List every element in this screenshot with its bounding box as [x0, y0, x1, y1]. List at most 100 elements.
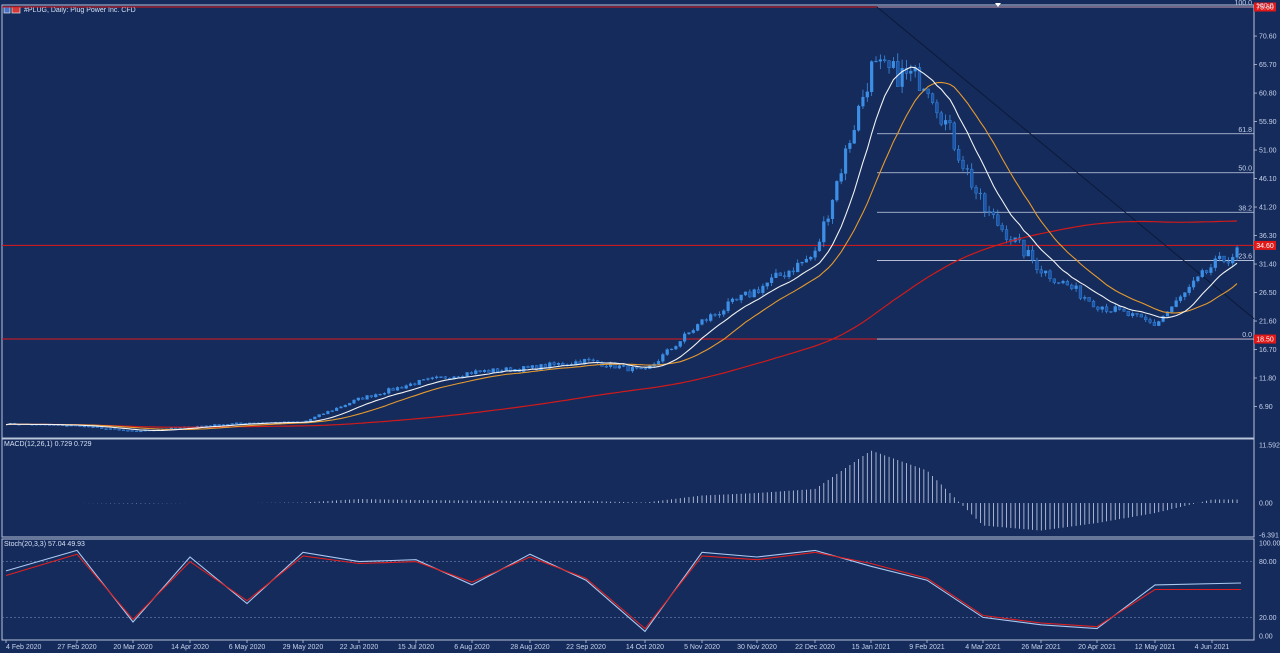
candle-up [1100, 306, 1104, 310]
candle-up [717, 314, 721, 316]
candle-down [1065, 281, 1069, 286]
candle-up [830, 199, 835, 220]
candle-up [234, 422, 239, 424]
stoch-tick-label: 80.00 [1259, 559, 1277, 566]
candle-down [369, 395, 373, 398]
candle-down [1004, 229, 1009, 240]
candle-down [917, 67, 922, 91]
candle-up [1231, 257, 1235, 264]
candle-down [965, 168, 969, 170]
time-tick-label: 26 Mar 2021 [1021, 644, 1060, 651]
candle-up [1213, 258, 1217, 268]
candle-up [861, 96, 865, 107]
fib-label-0.0: 0.0 [1242, 332, 1252, 339]
candle-down [1091, 300, 1096, 308]
candle-up [1074, 285, 1078, 289]
candle-up [656, 361, 661, 365]
price-tick-label: 41.20 [1259, 205, 1277, 212]
candle-down [95, 426, 99, 428]
candle-up [730, 298, 735, 302]
candle-up [556, 363, 561, 365]
candle-down [1096, 306, 1100, 310]
candle-down [926, 88, 930, 94]
candle-up [317, 414, 321, 418]
candle-down [526, 366, 530, 368]
candle-down [126, 430, 130, 432]
candle-down [635, 366, 639, 369]
trendline [876, 6, 1255, 320]
candle-down [948, 120, 952, 124]
candle-up [870, 61, 874, 93]
candle-down [1104, 306, 1109, 312]
candle-up [1174, 300, 1178, 307]
candle-down [1057, 282, 1061, 284]
chart-shift-marker-icon[interactable] [995, 3, 1001, 7]
candle-up [743, 291, 748, 296]
candle-down [1144, 316, 1148, 321]
time-tick-label: 20 Mar 2020 [113, 644, 152, 651]
fib-label-38.2: 38.2 [1238, 205, 1252, 212]
candle-up [221, 424, 226, 426]
candle-up [435, 376, 439, 379]
candle-down [361, 397, 365, 400]
candle-down [174, 427, 178, 429]
price-tick-label: 26.50 [1259, 290, 1277, 297]
candle-up [722, 310, 726, 315]
candle-up [622, 365, 626, 367]
candle-up [709, 314, 713, 321]
candle-up [491, 368, 495, 373]
candle-up [504, 367, 508, 371]
candle-down [604, 366, 608, 368]
candle-down [970, 168, 974, 188]
candle-down [904, 68, 909, 74]
stoch-tick-label: 20.00 [1259, 615, 1277, 622]
candle-up [726, 301, 730, 311]
candle-down [535, 365, 539, 371]
time-tick-label: 30 Nov 2020 [737, 644, 777, 651]
time-tick-label: 9 Feb 2021 [909, 644, 945, 651]
candle-up [1235, 247, 1239, 258]
candle-down [478, 370, 482, 372]
candle-up [65, 425, 69, 427]
candle-up [835, 181, 839, 201]
candle-down [400, 387, 404, 389]
price-tick-label: 65.70 [1259, 62, 1277, 69]
candle-up [465, 372, 469, 377]
candle-up [395, 387, 400, 391]
macd-tick-label: 11.592 [1259, 443, 1280, 450]
candle-up [661, 354, 665, 362]
candle-up [865, 91, 869, 98]
candle-up [308, 418, 313, 422]
fib-label-61.8: 61.8 [1238, 127, 1252, 134]
time-tick-label: 27 Feb 2020 [57, 644, 96, 651]
candle-up [352, 399, 356, 404]
candle-up [530, 365, 534, 368]
candle-up [822, 221, 826, 243]
candle-down [1117, 306, 1122, 310]
candle-down [952, 122, 956, 150]
candle-up [774, 272, 778, 278]
candle-up [1061, 281, 1065, 284]
chart-title: #PLUG, Daily: Plug Power Inc. CFD [24, 7, 136, 14]
time-tick-label: 14 Oct 2020 [626, 644, 664, 651]
candle-up [1209, 267, 1213, 273]
candle-down [509, 367, 513, 372]
time-tick-label: 15 Jul 2020 [398, 644, 434, 651]
candle-up [382, 393, 387, 395]
candle-down [552, 362, 556, 365]
candle-down [1000, 225, 1004, 230]
candle-down [748, 291, 752, 298]
candle-up [439, 376, 443, 378]
price-tick-label: 36.30 [1259, 233, 1277, 240]
candle-up [321, 413, 326, 415]
candle-up [522, 366, 526, 372]
price-axis: 70.60 65.70 60.80 55.90 51.00 46.10 41.20 36.30… [1254, 3, 1277, 411]
candle-down [974, 186, 978, 194]
candle-down [543, 364, 547, 369]
candle-down [113, 428, 117, 430]
candle-up [1200, 270, 1204, 277]
candle-down [443, 376, 447, 379]
price-tick-label: 31.40 [1259, 262, 1277, 269]
candle-down [1204, 270, 1209, 273]
